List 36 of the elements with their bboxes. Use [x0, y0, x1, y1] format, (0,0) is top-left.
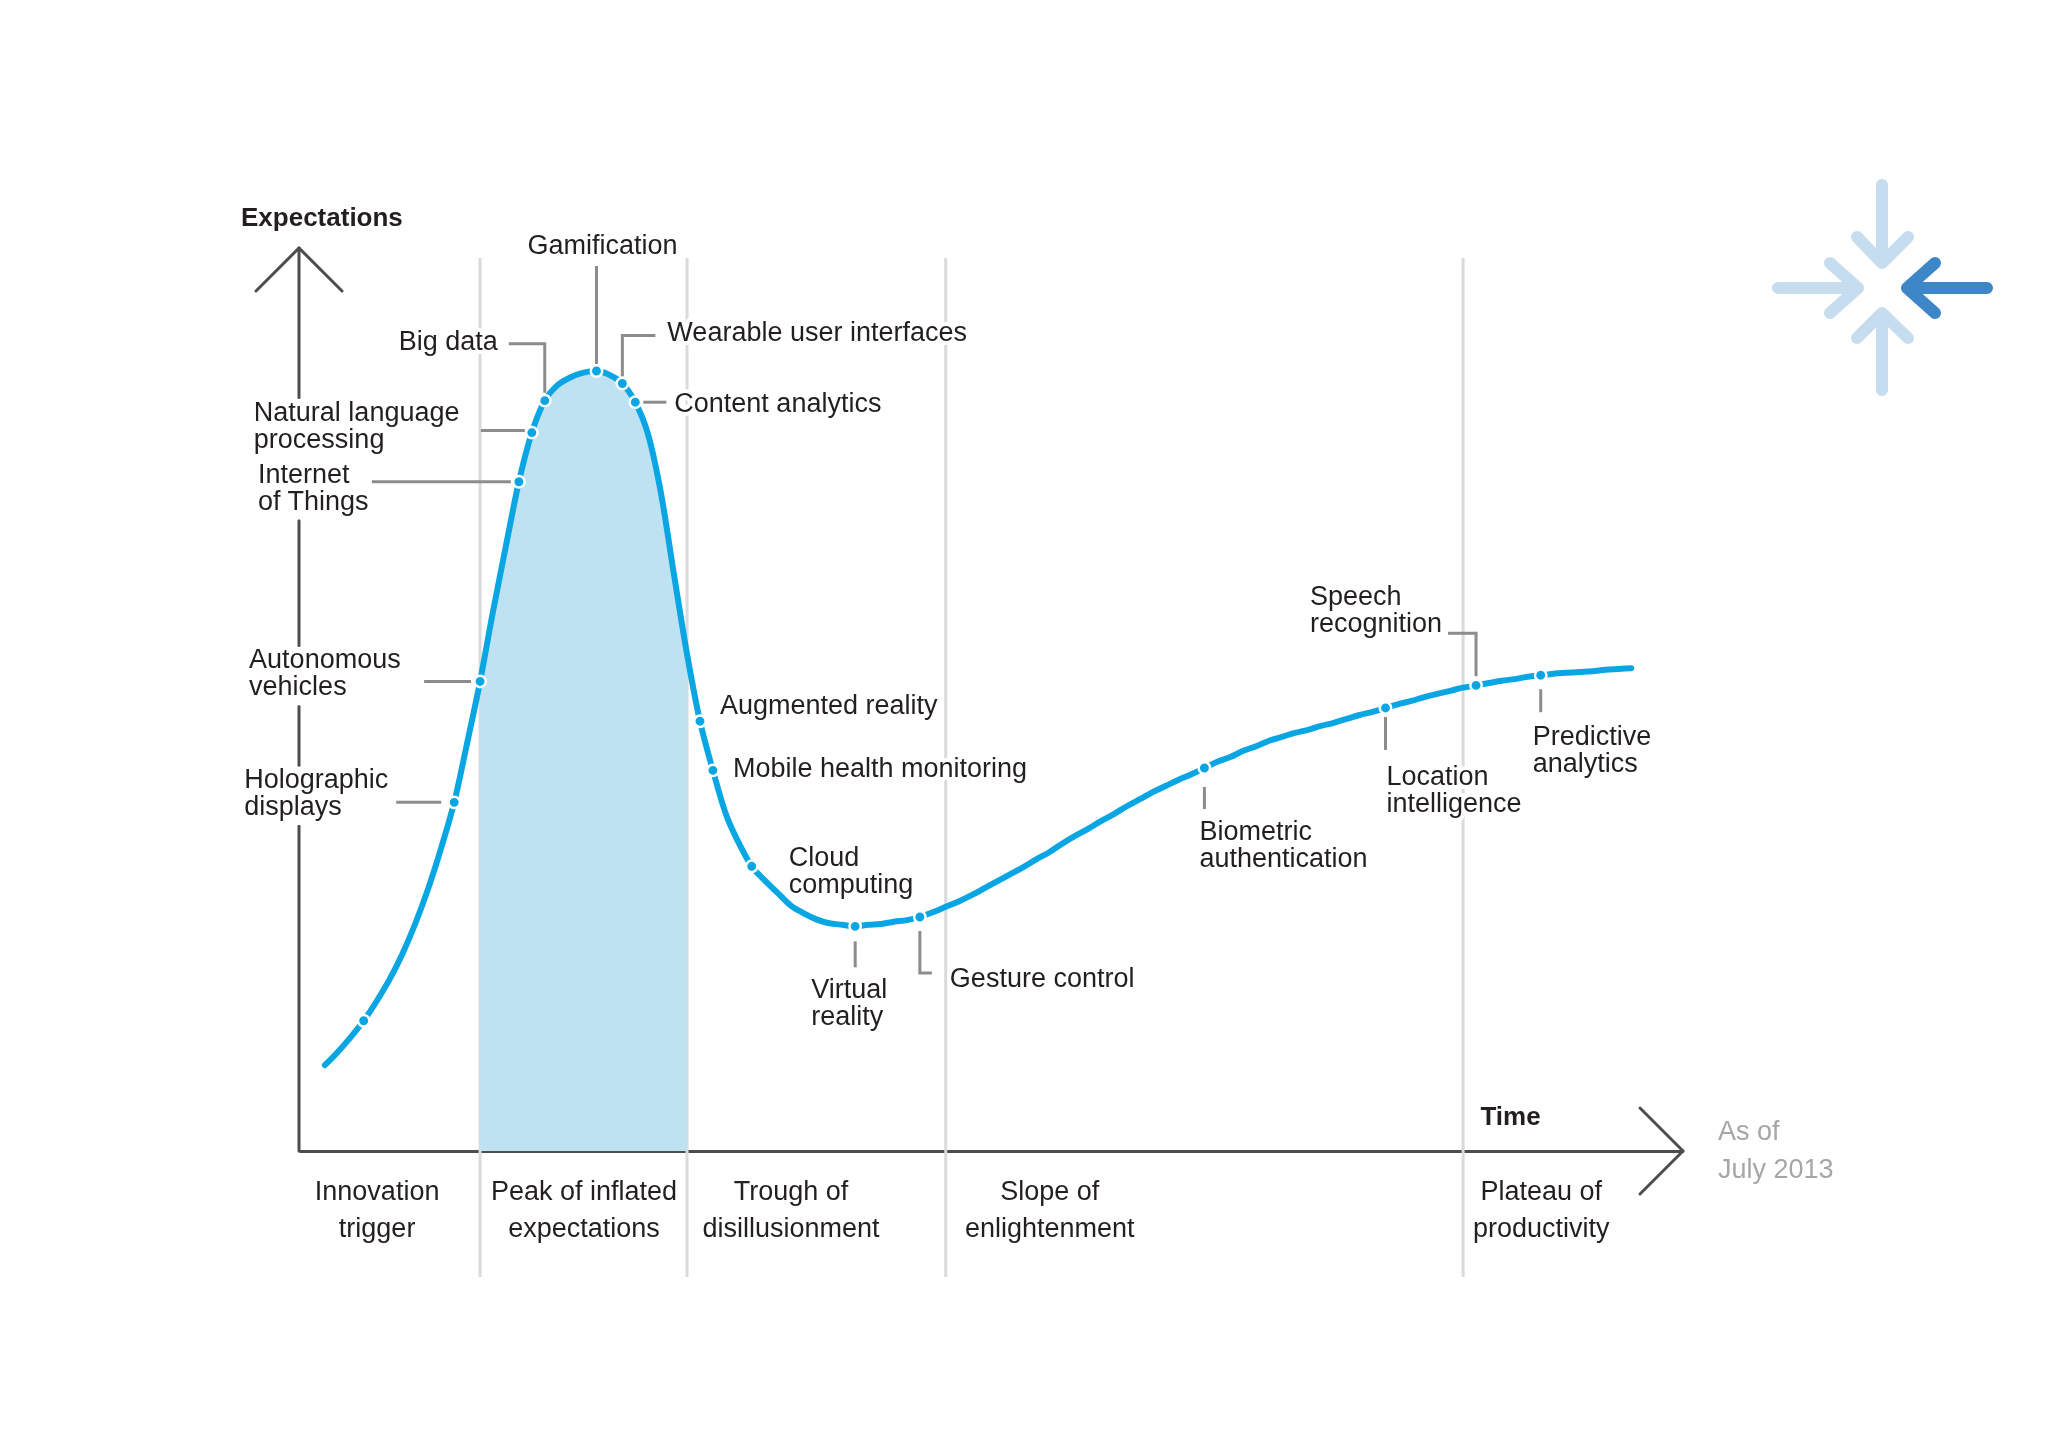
annotation: Internet of Things [257, 458, 369, 516]
x-tick-label: Innovation trigger [314, 1175, 440, 1243]
annotation: Cloud computing [788, 842, 914, 900]
x-tick-label: Slope of enlightenment [964, 1175, 1136, 1243]
annotation: Predictive analytics [1532, 721, 1652, 779]
point [912, 910, 927, 924]
x-tick-label: Peak of inflated expectations [490, 1175, 678, 1243]
point [744, 859, 759, 874]
text: Wearable user interfaces [667, 317, 968, 348]
x-tick-label: Trough of disillusionment [702, 1175, 881, 1243]
annotation: Holographic displays [244, 764, 389, 822]
point [356, 1013, 371, 1028]
point [1378, 701, 1393, 715]
annotation: Augmented reality [719, 690, 939, 721]
point [1197, 761, 1212, 775]
annotation: Gesture control [949, 963, 1135, 993]
point [628, 395, 643, 410]
text: Gamification [527, 230, 678, 260]
point [589, 364, 604, 378]
point [693, 714, 707, 729]
text: Big data [398, 325, 499, 356]
x-axis-title: Time [1480, 1100, 1541, 1131]
text: Expectations [241, 202, 403, 232]
text: As of July 2013 [1718, 1116, 1834, 1184]
point [537, 393, 552, 408]
annotation: Location intelligence [1386, 760, 1522, 818]
annotation: Mobile health monitoring [732, 753, 1028, 784]
annotation: Virtual reality [811, 974, 888, 1032]
annotation: Content analytics [674, 388, 882, 419]
annotation: Biometric authentication [1199, 816, 1368, 874]
point [473, 674, 488, 689]
annotation: Natural language processing [253, 396, 460, 454]
annotation: Speech recognition [1310, 581, 1443, 639]
point [615, 376, 630, 391]
x-tick-label: Plateau of productivity [1472, 1175, 1610, 1243]
annotation: Autonomous vehicles [249, 644, 401, 702]
